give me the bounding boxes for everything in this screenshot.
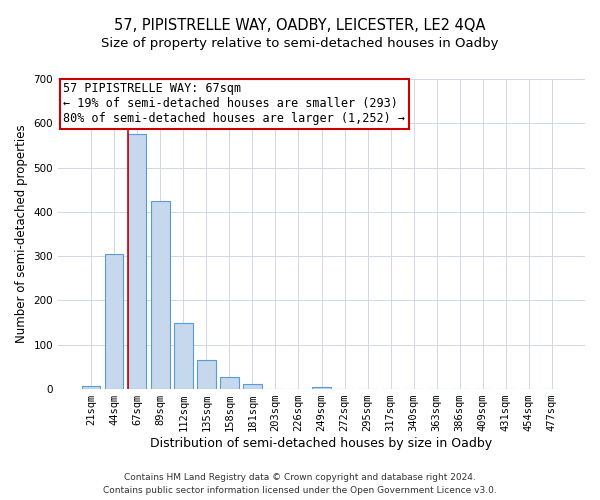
Text: Size of property relative to semi-detached houses in Oadby: Size of property relative to semi-detach… [101,38,499,51]
Text: 57 PIPISTRELLE WAY: 67sqm
← 19% of semi-detached houses are smaller (293)
80% of: 57 PIPISTRELLE WAY: 67sqm ← 19% of semi-… [64,82,406,125]
Text: Contains HM Land Registry data © Crown copyright and database right 2024.: Contains HM Land Registry data © Crown c… [124,474,476,482]
Bar [197,360,215,389]
Bar [82,386,100,389]
X-axis label: Distribution of semi-detached houses by size in Oadby: Distribution of semi-detached houses by … [151,437,493,450]
Text: 57, PIPISTRELLE WAY, OADBY, LEICESTER, LE2 4QA: 57, PIPISTRELLE WAY, OADBY, LEICESTER, L… [114,18,486,32]
Bar [105,254,124,389]
Text: Contains public sector information licensed under the Open Government Licence v3: Contains public sector information licen… [103,486,497,495]
Bar [151,201,170,389]
Bar [174,322,193,389]
Bar [220,376,239,389]
Bar [243,384,262,389]
Y-axis label: Number of semi-detached properties: Number of semi-detached properties [15,124,28,344]
Bar [128,134,146,389]
Bar [313,387,331,389]
